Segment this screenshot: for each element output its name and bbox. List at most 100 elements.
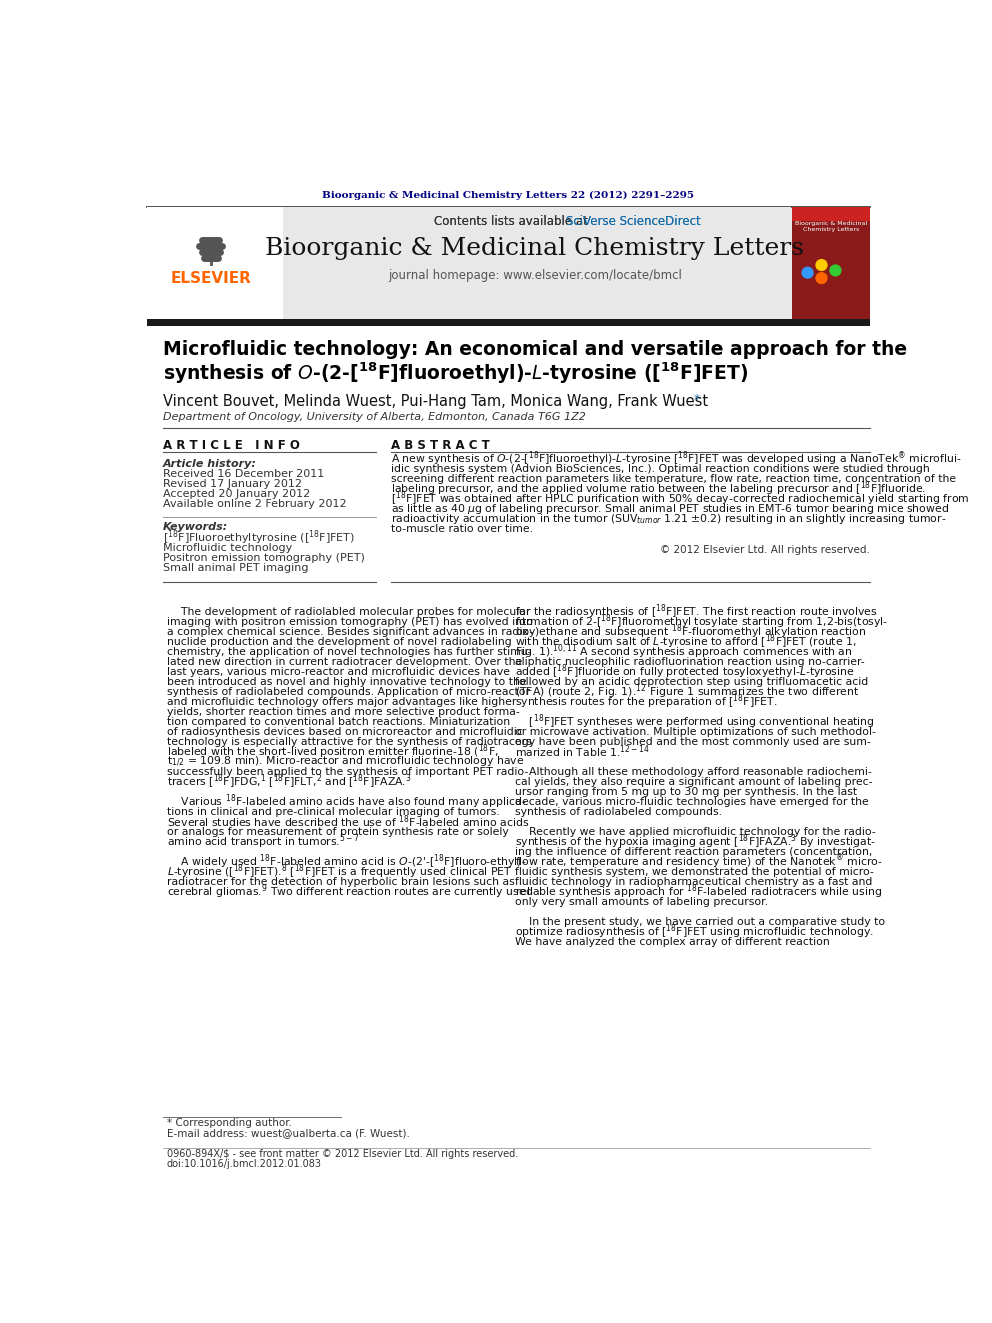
Text: We have analyzed the complex array of different reaction: We have analyzed the complex array of di… (516, 937, 830, 947)
Text: optimize radiosynthesis of [$^{18}$F]FET using microfluidic technology.: optimize radiosynthesis of [$^{18}$F]FET… (516, 922, 874, 941)
FancyBboxPatch shape (283, 208, 791, 230)
Text: to-muscle ratio over time.: to-muscle ratio over time. (392, 524, 534, 534)
Text: [$^{18}$F]FET was obtained after HPLC purification with 50% decay-corrected radi: [$^{18}$F]FET was obtained after HPLC pu… (392, 490, 970, 508)
Text: labeling precursor, and the applied volume ratio between the labeling precursor : labeling precursor, and the applied volu… (392, 480, 927, 499)
Text: The development of radiolabled molecular probes for molecular: The development of radiolabled molecular… (167, 606, 530, 617)
Circle shape (803, 267, 813, 278)
Text: Positron emission tomography (PET): Positron emission tomography (PET) (163, 553, 365, 562)
Text: synthesis of $\mathbf{\it{O}}$-(2-[$\mathbf{^{18}}$F]fluoroethyl)-$\mathbf{\it{L: synthesis of $\mathbf{\it{O}}$-(2-[$\mat… (163, 360, 748, 385)
Text: Keywords:: Keywords: (163, 521, 228, 532)
Text: Bioorganic & Medicinal Chemistry Letters 22 (2012) 2291–2295: Bioorganic & Medicinal Chemistry Letters… (322, 191, 694, 200)
Text: oxy)ethane and subsequent $^{18}$F-fluoromethyl alkylation reaction: oxy)ethane and subsequent $^{18}$F-fluor… (516, 622, 867, 640)
Text: successfully been applied to the synthesis of important PET radio-: successfully been applied to the synthes… (167, 767, 528, 777)
FancyBboxPatch shape (147, 208, 283, 319)
Text: aliphatic nucleophilic radiofluorination reaction using no-carrier-: aliphatic nucleophilic radiofluorination… (516, 656, 865, 667)
Text: for the radiosynthesis of [$^{18}$F]FET. The first reaction route involves: for the radiosynthesis of [$^{18}$F]FET.… (516, 602, 878, 620)
Text: as little as 40 $\mu$g of labeling precursor. Small animal PET studies in EMT-6 : as little as 40 $\mu$g of labeling precu… (392, 503, 949, 516)
Text: of radiosynthesis devices based on microreactor and microfluidic: of radiosynthesis devices based on micro… (167, 726, 523, 737)
Text: decade, various micro-fluidic technologies have emerged for the: decade, various micro-fluidic technologi… (516, 796, 869, 807)
Text: Recently we have applied microfluidic technology for the radio-: Recently we have applied microfluidic te… (516, 827, 876, 836)
Text: Article history:: Article history: (163, 459, 257, 468)
Text: A widely used $^{18}$F-labeled amino acid is $O$-(2'-[$^{18}$F]fluoro-ethyl)-: A widely used $^{18}$F-labeled amino aci… (167, 852, 526, 871)
Circle shape (816, 259, 827, 270)
Text: doi:10.1016/j.bmcl.2012.01.083: doi:10.1016/j.bmcl.2012.01.083 (167, 1159, 321, 1168)
Text: *: * (693, 393, 700, 406)
Text: cerebral gliomas.$^{9}$ Two different reaction routes are currently used: cerebral gliomas.$^{9}$ Two different re… (167, 882, 533, 901)
Text: synthesis of the hypoxia imaging agent [$^{18}$F]FAZA.$^{3}$ By investigat-: synthesis of the hypoxia imaging agent [… (516, 832, 876, 851)
Text: been introduced as novel and highly innovative technology to the: been introduced as novel and highly inno… (167, 676, 526, 687)
Text: SciVerse ScienceDirect: SciVerse ScienceDirect (565, 216, 700, 229)
Circle shape (816, 273, 827, 283)
Text: ogy have been published and the most commonly used are sum-: ogy have been published and the most com… (516, 737, 871, 746)
Text: screening different reaction parameters like temperature, flow rate, reaction ti: screening different reaction parameters … (392, 474, 956, 484)
Circle shape (830, 265, 841, 275)
Text: Microfluidic technology: Microfluidic technology (163, 542, 292, 553)
Text: (TFA) (route 2, Fig. 1).$^{12}$ Figure 1 summarizes the two different: (TFA) (route 2, Fig. 1).$^{12}$ Figure 1… (516, 683, 860, 701)
Text: Revised 17 January 2012: Revised 17 January 2012 (163, 479, 302, 490)
Text: A R T I C L E   I N F O: A R T I C L E I N F O (163, 439, 300, 452)
Text: tions in clinical and pre-clinical molecular imaging of tumors.: tions in clinical and pre-clinical molec… (167, 807, 499, 816)
Text: synthesis of radiolabeled compounds. Application of micro-reactor: synthesis of radiolabeled compounds. App… (167, 687, 530, 697)
Text: * Corresponding author.: * Corresponding author. (167, 1118, 292, 1127)
Text: t$_{1/2}$ = 109.8 min). Micro-reactor and microfluidic technology have: t$_{1/2}$ = 109.8 min). Micro-reactor an… (167, 754, 524, 769)
Text: amino acid transport in tumors.$^{5-7}$: amino acid transport in tumors.$^{5-7}$ (167, 832, 359, 851)
Text: a complex chemical science. Besides significant advances in radio-: a complex chemical science. Besides sign… (167, 627, 533, 636)
Text: tracers [$^{18}$F]FDG,$^{1}$ [$^{18}$F]FLT,$^{2}$ and [$^{18}$F]FAZA.$^{3}$: tracers [$^{18}$F]FDG,$^{1}$ [$^{18}$F]F… (167, 773, 412, 791)
Text: Small animal PET imaging: Small animal PET imaging (163, 562, 309, 573)
Text: [$^{18}$F]FET syntheses were performed using conventional heating: [$^{18}$F]FET syntheses were performed u… (516, 712, 875, 730)
Text: Microfluidic technology: An economical and versatile approach for the: Microfluidic technology: An economical a… (163, 340, 907, 360)
FancyBboxPatch shape (147, 319, 870, 325)
Text: Received 16 December 2011: Received 16 December 2011 (163, 470, 324, 479)
Text: SciVerse ScienceDirect: SciVerse ScienceDirect (535, 216, 670, 229)
Text: or analogs for measurement of protein synthesis rate or solely: or analogs for measurement of protein sy… (167, 827, 508, 836)
Text: SciVerse ScienceDirect: SciVerse ScienceDirect (565, 216, 700, 229)
Text: nuclide production and the development of novel radiolabeling: nuclide production and the development o… (167, 636, 511, 647)
Text: and microfluidic technology offers major advantages like higher: and microfluidic technology offers major… (167, 697, 516, 706)
Text: added [$^{18}$F]fluoride on fully protected tosyloxyethyl-$\it{L}$-tyrosine: added [$^{18}$F]fluoride on fully protec… (516, 663, 855, 681)
Text: Contents lists available at: Contents lists available at (434, 216, 591, 229)
Text: fluidic technology in radiopharmaceutical chemistry as a fast and: fluidic technology in radiopharmaceutica… (516, 877, 873, 886)
Text: Several studies have described the use of $^{18}$F-labeled amino acids: Several studies have described the use o… (167, 814, 529, 830)
Text: with the disodium salt of $\it{L}$-tyrosine to afford [$^{18}$F]FET (route 1,: with the disodium salt of $\it{L}$-tyros… (516, 632, 857, 651)
Text: lated new direction in current radiotracer development. Over the: lated new direction in current radiotrac… (167, 656, 522, 667)
Text: synthesis of radiolabeled compounds.: synthesis of radiolabeled compounds. (516, 807, 722, 816)
Text: © 2012 Elsevier Ltd. All rights reserved.: © 2012 Elsevier Ltd. All rights reserved… (660, 545, 870, 554)
Text: imaging with positron emission tomography (PET) has evolved into: imaging with positron emission tomograph… (167, 617, 533, 627)
Text: A B S T R A C T: A B S T R A C T (392, 439, 490, 452)
Text: In the present study, we have carried out a comparative study to: In the present study, we have carried ou… (516, 917, 886, 927)
Text: tion compared to conventional batch reactions. Miniaturization: tion compared to conventional batch reac… (167, 717, 510, 726)
Text: Although all these methodology afford reasonable radiochemi-: Although all these methodology afford re… (516, 767, 872, 777)
Text: marized in Table 1.$^{12-14}$: marized in Table 1.$^{12-14}$ (516, 744, 651, 759)
Text: Vincent Bouvet, Melinda Wuest, Pui-Hang Tam, Monica Wang, Frank Wuest: Vincent Bouvet, Melinda Wuest, Pui-Hang … (163, 394, 708, 409)
Text: fluidic synthesis system, we demonstrated the potential of micro-: fluidic synthesis system, we demonstrate… (516, 867, 874, 877)
Text: technology is especially attractive for the synthesis of radiotracers: technology is especially attractive for … (167, 737, 532, 746)
Text: radiotracer for the detection of hyperbolic brain lesions such as: radiotracer for the detection of hyperbo… (167, 877, 515, 886)
Text: only very small amounts of labeling precursor.: only very small amounts of labeling prec… (516, 897, 769, 906)
Text: yields, shorter reaction times and more selective product forma-: yields, shorter reaction times and more … (167, 706, 520, 717)
Text: Bioorganic & Medicinal Chemistry Letters: Bioorganic & Medicinal Chemistry Letters (265, 237, 805, 261)
Text: Contents lists available at: Contents lists available at (434, 216, 591, 229)
Text: flow rate, temperature and residency time) of the Nanotek$^{\circledR}$ micro-: flow rate, temperature and residency tim… (516, 852, 883, 871)
Text: ing the influence of different reaction parameters (concentration,: ing the influence of different reaction … (516, 847, 873, 857)
Text: Department of Oncology, University of Alberta, Edmonton, Canada T6G 1Z2: Department of Oncology, University of Al… (163, 411, 585, 422)
Text: Available online 2 February 2012: Available online 2 February 2012 (163, 500, 346, 509)
Text: 0960-894X/$ - see front matter © 2012 Elsevier Ltd. All rights reserved.: 0960-894X/$ - see front matter © 2012 El… (167, 1150, 518, 1159)
Text: idic synthesis system (Advion BioSciences, Inc.). Optimal reaction conditions we: idic synthesis system (Advion BioScience… (392, 464, 930, 474)
Text: chemistry, the application of novel technologies has further stimu-: chemistry, the application of novel tech… (167, 647, 531, 656)
Text: reliable synthesis approach for $^{18}$F-labeled radiotracers while using: reliable synthesis approach for $^{18}$F… (516, 882, 883, 901)
Text: E-mail address: wuest@ualberta.ca (F. Wuest).: E-mail address: wuest@ualberta.ca (F. Wu… (167, 1127, 410, 1138)
Text: labeled with the short-lived positron emitter fluorine-18 ($^{18}$F,: labeled with the short-lived positron em… (167, 742, 498, 761)
Text: or microwave activation. Multiple optimizations of such methodol-: or microwave activation. Multiple optimi… (516, 726, 876, 737)
FancyBboxPatch shape (792, 208, 870, 319)
Text: Fig. 1).$^{10,11}$ A second synthesis approach commences with an: Fig. 1).$^{10,11}$ A second synthesis ap… (516, 642, 853, 662)
Text: synthesis routes for the preparation of [$^{18}$F]FET.: synthesis routes for the preparation of … (516, 692, 778, 710)
FancyBboxPatch shape (792, 208, 870, 221)
Text: followed by an acidic deprotection step using trifluomacetic acid: followed by an acidic deprotection step … (516, 676, 869, 687)
Text: cal yields, they also require a significant amount of labeling prec-: cal yields, they also require a signific… (516, 777, 873, 787)
Text: ursor ranging from 5 mg up to 30 mg per synthesis. In the last: ursor ranging from 5 mg up to 30 mg per … (516, 787, 857, 796)
Text: ELSEVIER: ELSEVIER (171, 271, 251, 286)
Text: [$^{18}$F]Fluoroethyltyrosine ([$^{18}$F]FET): [$^{18}$F]Fluoroethyltyrosine ([$^{18}$F… (163, 528, 355, 546)
Text: $\it{L}$-tyrosine ([$^{18}$F]FET).$^{8}$ [$^{18}$F]FET is a frequently used clin: $\it{L}$-tyrosine ([$^{18}$F]FET).$^{8}$… (167, 863, 512, 881)
Text: Contents lists available at: Contents lists available at (377, 216, 535, 229)
FancyBboxPatch shape (147, 208, 870, 319)
